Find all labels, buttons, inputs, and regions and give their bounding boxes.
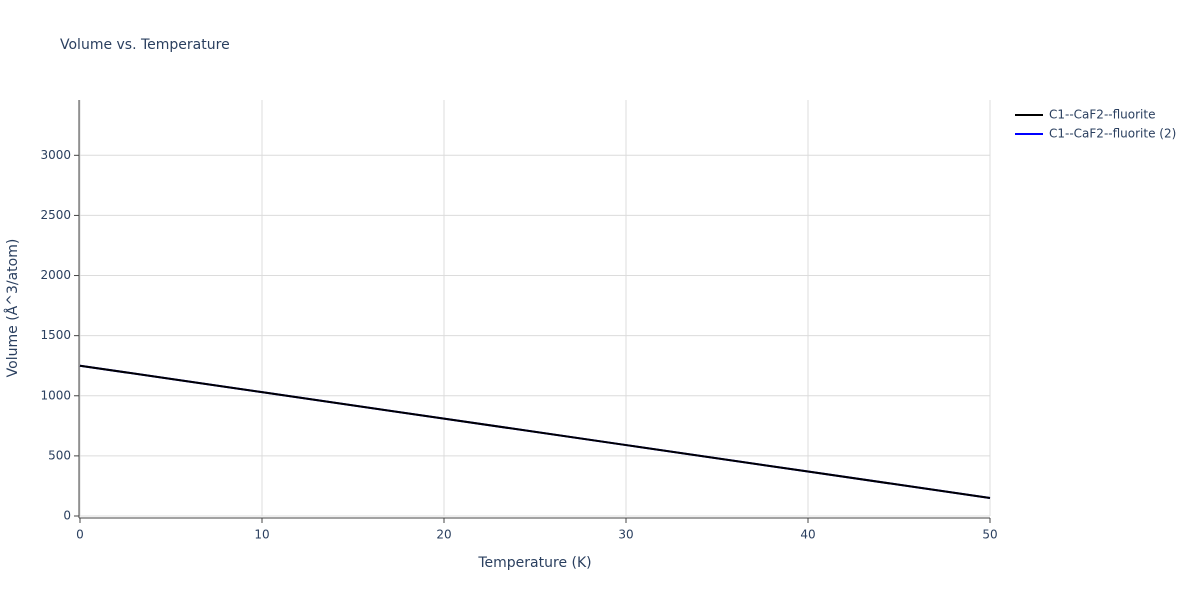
- x-tick-label: 20: [436, 528, 451, 542]
- series-line: [79, 364, 991, 499]
- x-tick-label: 40: [800, 528, 815, 542]
- legend-label: C1--CaF2--fluorite (2): [1049, 127, 1176, 141]
- y-tick-label: 500: [48, 448, 71, 462]
- y-tick-label: 2500: [40, 208, 71, 222]
- x-axis-label: Temperature (K): [477, 555, 591, 571]
- y-tick-label: 3000: [40, 148, 71, 162]
- x-tick-label: 50: [982, 528, 997, 542]
- y-tick-label: 0: [63, 509, 71, 523]
- x-tick-label: 10: [254, 528, 269, 542]
- y-tick-label: 1500: [40, 328, 71, 342]
- legend-label: C1--CaF2--fluorite: [1049, 108, 1155, 122]
- chart-title: Volume vs. Temperature: [60, 37, 230, 53]
- y-tick-label: 2000: [40, 268, 71, 282]
- x-tick-label: 0: [76, 528, 84, 542]
- x-tick-label: 30: [618, 528, 633, 542]
- y-axis-label: Volume (Å^3/atom): [4, 239, 21, 378]
- y-tick-label: 1000: [40, 388, 71, 402]
